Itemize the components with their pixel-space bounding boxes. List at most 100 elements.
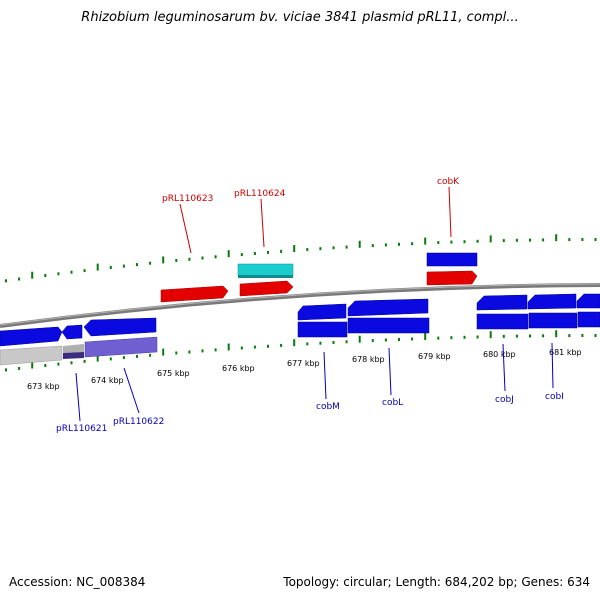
minor-tick [463, 240, 466, 244]
minor-tick [398, 242, 400, 246]
gene-label-pRL110622[interactable]: pRL110622 [113, 417, 164, 427]
minor-tick [345, 340, 348, 344]
leader-line [323, 351, 327, 400]
minor-tick [109, 357, 112, 361]
minor-tick [240, 253, 243, 257]
gene-cobL-upper-arrow[interactable] [347, 298, 429, 317]
gene-left-blue-arrow[interactable] [0, 326, 63, 347]
gene-cobJ-bar[interactable] [476, 313, 529, 330]
minor-tick [371, 244, 374, 248]
major-tick [31, 361, 34, 369]
leader-line [260, 198, 265, 248]
minor-tick [502, 239, 505, 243]
gene-labels: pRL110623 pRL110624 cobK pRL110621 pRL11… [56, 177, 564, 434]
gene-cobK-upper-bar[interactable] [426, 252, 478, 267]
major-tick [227, 343, 230, 351]
gene-label-cobM[interactable]: cobM [316, 402, 340, 412]
rna-feature-bar-shadow [238, 275, 293, 278]
gene-cobI-upper-arrow[interactable] [527, 293, 577, 310]
minor-tick [437, 241, 440, 245]
leader-line [448, 186, 452, 238]
outer-tick-ring [5, 234, 597, 283]
minor-tick [319, 341, 322, 345]
minor-tick [136, 263, 138, 267]
minor-tick [594, 334, 597, 337]
minor-tick [149, 353, 152, 357]
minor-tick [5, 279, 7, 283]
inner-tick-ring [5, 330, 597, 372]
gene-label-pRL110621[interactable]: pRL110621 [56, 424, 107, 434]
major-tick [96, 263, 99, 271]
minor-tick [201, 349, 204, 353]
map-title: Rhizobium leguminosarum bv. viciae 3841 … [81, 10, 519, 25]
gene-cobM-upper-arrow[interactable] [297, 303, 347, 321]
minor-tick [319, 247, 322, 251]
gene-right-bar[interactable] [577, 311, 600, 328]
minor-tick [122, 264, 125, 268]
kbp-labels: 673 kbp 674 kbp 675 kbp 676 kbp 677 kbp … [27, 348, 582, 391]
pseudo-grey-band [0, 345, 63, 366]
minor-tick [411, 242, 414, 246]
minor-tick [332, 246, 335, 250]
minor-tick [384, 243, 387, 247]
major-tick [227, 250, 230, 258]
minor-tick [529, 238, 531, 242]
minor-tick [581, 334, 584, 337]
tick-label: 674 kbp [91, 376, 124, 385]
gene-label-cobL[interactable]: cobL [382, 398, 403, 408]
tick-label: 677 kbp [287, 359, 320, 368]
minor-tick [437, 336, 440, 340]
major-tick [293, 339, 296, 347]
leader-line [502, 343, 506, 392]
major-tick [489, 235, 492, 243]
minor-tick [463, 335, 466, 339]
minor-tick [136, 354, 138, 358]
backbone-highlight [0, 283, 600, 326]
minor-tick [542, 334, 545, 338]
accession-text: Accession: NC_008384 [9, 575, 146, 589]
minor-tick [450, 336, 453, 340]
minor-tick [568, 334, 571, 338]
gene-pRL110624-arrow[interactable] [239, 280, 294, 297]
minor-tick [149, 261, 152, 265]
minor-tick [515, 238, 518, 242]
rna-feature-bar[interactable] [237, 263, 294, 277]
gene-pRL110622-arrow[interactable] [83, 317, 157, 337]
gene-label-pRL110623[interactable]: pRL110623 [162, 194, 213, 204]
minor-tick [175, 351, 178, 355]
gene-label-cobK[interactable]: cobK [437, 177, 460, 187]
leader-line [75, 372, 81, 422]
summary-text: Topology: circular; Length: 684,202 bp; … [283, 575, 590, 589]
minor-tick [70, 270, 73, 274]
major-tick [96, 354, 99, 362]
gene-label-cobI[interactable]: cobI [545, 392, 564, 402]
minor-tick [240, 346, 243, 350]
minor-tick [44, 274, 47, 277]
major-tick [162, 256, 165, 264]
gene-cobI-bar[interactable] [528, 312, 578, 329]
minor-tick [83, 359, 86, 363]
minor-tick [253, 345, 256, 349]
major-tick [358, 240, 361, 248]
gene-label-cobJ[interactable]: cobJ [495, 395, 514, 405]
leader-line [179, 203, 192, 254]
minor-tick [57, 362, 60, 366]
minor-tick [253, 252, 256, 255]
gene-cobJ-upper-arrow[interactable] [476, 294, 528, 311]
gene-cobL-bar[interactable] [347, 317, 430, 334]
major-tick [358, 335, 361, 343]
minor-tick [57, 272, 60, 276]
gene-pRL110621-small-arrow[interactable] [61, 324, 83, 340]
gene-pRL110623-arrow[interactable] [160, 285, 229, 303]
minor-tick [201, 256, 204, 260]
gene-cobM-bar[interactable] [297, 321, 348, 338]
pseudo-grey-small [63, 344, 84, 353]
minor-tick [70, 361, 73, 365]
gene-cobK-arrow[interactable] [426, 270, 478, 286]
tick-label: 680 kbp [483, 350, 516, 359]
gene-right-upper-arrow[interactable] [576, 293, 600, 309]
minor-tick [450, 240, 453, 244]
minor-tick [529, 334, 531, 338]
minor-tick [83, 269, 86, 273]
gene-label-pRL110624[interactable]: pRL110624 [234, 189, 286, 199]
